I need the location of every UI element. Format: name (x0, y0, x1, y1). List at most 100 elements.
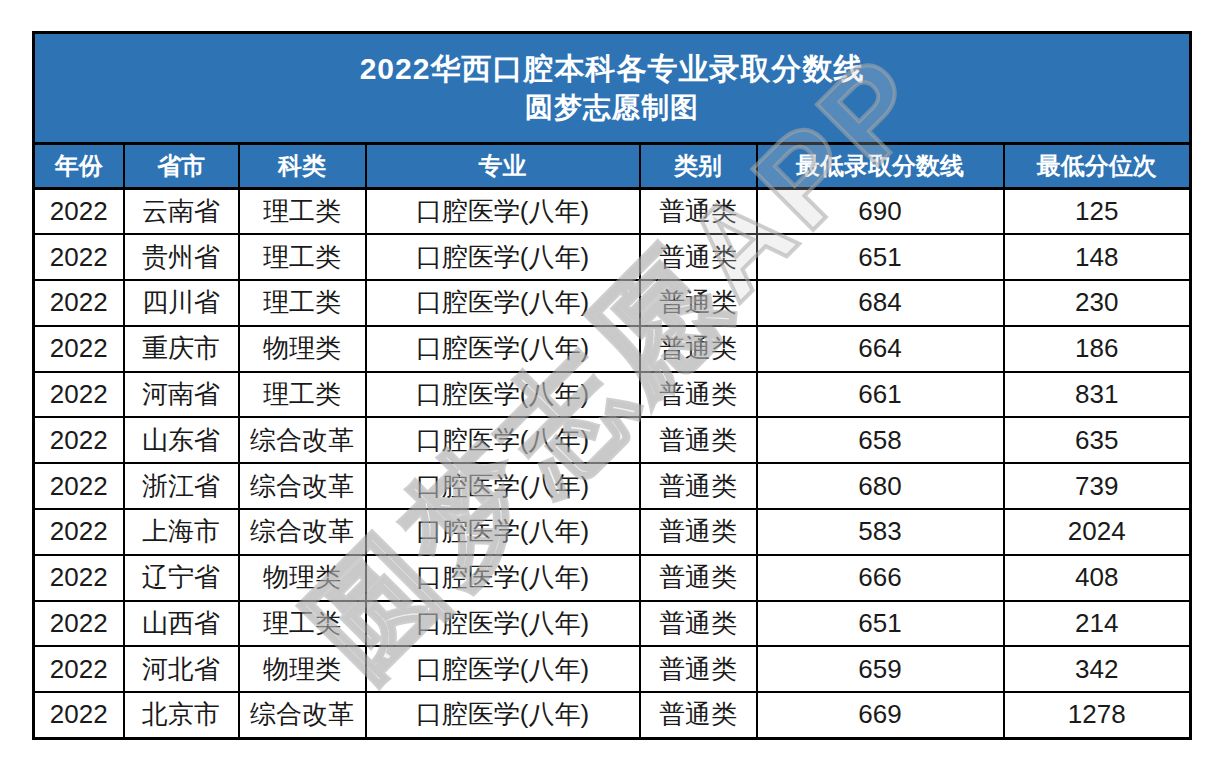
table-cell: 普通类 (640, 189, 757, 235)
table-cell: 综合改革 (239, 509, 366, 555)
table-row: 2022山东省综合改革口腔医学(八年)普通类658635 (34, 417, 1191, 463)
table-cell: 635 (1004, 417, 1191, 463)
table-cell: 河南省 (124, 372, 239, 418)
table-row: 2022云南省理工类口腔医学(八年)普通类690125 (34, 189, 1191, 235)
table-cell: 理工类 (239, 601, 366, 647)
table-cell: 普通类 (640, 234, 757, 280)
table-cell: 2022 (34, 601, 124, 647)
table-subtitle: 圆梦志愿制图 (35, 89, 1189, 127)
table-cell: 583 (757, 509, 1004, 555)
column-header: 省市 (124, 144, 239, 189)
table-cell: 理工类 (239, 372, 366, 418)
table-cell: 680 (757, 463, 1004, 509)
table-cell: 2022 (34, 326, 124, 372)
table-cell: 普通类 (640, 555, 757, 601)
table-cell: 2022 (34, 463, 124, 509)
table-row: 2022山西省理工类口腔医学(八年)普通类651214 (34, 601, 1191, 647)
table-cell: 186 (1004, 326, 1191, 372)
table-body: 2022云南省理工类口腔医学(八年)普通类6901252022贵州省理工类口腔医… (34, 189, 1191, 739)
table-cell: 综合改革 (239, 417, 366, 463)
table-title-cell: 2022华西口腔本科各专业录取分数线 圆梦志愿制图 (34, 33, 1191, 144)
table-cell: 上海市 (124, 509, 239, 555)
table-cell: 664 (757, 326, 1004, 372)
table-cell: 690 (757, 189, 1004, 235)
table-cell: 口腔医学(八年) (366, 601, 640, 647)
table-cell: 物理类 (239, 326, 366, 372)
column-header: 年份 (34, 144, 124, 189)
table-cell: 山西省 (124, 601, 239, 647)
page: 2022华西口腔本科各专业录取分数线 圆梦志愿制图 年份省市科类专业类别最低录取… (0, 0, 1219, 765)
table-cell: 口腔医学(八年) (366, 280, 640, 326)
table-cell: 普通类 (640, 692, 757, 738)
table-cell: 口腔医学(八年) (366, 372, 640, 418)
table-cell: 2022 (34, 234, 124, 280)
table-cell: 739 (1004, 463, 1191, 509)
table-cell: 口腔医学(八年) (366, 417, 640, 463)
table-row: 2022河北省物理类口腔医学(八年)普通类659342 (34, 646, 1191, 692)
table-cell: 口腔医学(八年) (366, 646, 640, 692)
table-cell: 148 (1004, 234, 1191, 280)
table-cell: 四川省 (124, 280, 239, 326)
table-cell: 651 (757, 601, 1004, 647)
table-cell: 普通类 (640, 372, 757, 418)
table-cell: 651 (757, 234, 1004, 280)
table-cell: 661 (757, 372, 1004, 418)
table-row: 2022辽宁省物理类口腔医学(八年)普通类666408 (34, 555, 1191, 601)
table-row: 2022上海市综合改革口腔医学(八年)普通类5832024 (34, 509, 1191, 555)
table-header-row: 年份省市科类专业类别最低录取分数线最低分位次 (34, 144, 1191, 189)
table-cell: 2022 (34, 509, 124, 555)
table-cell: 342 (1004, 646, 1191, 692)
table-cell: 口腔医学(八年) (366, 234, 640, 280)
table-cell: 重庆市 (124, 326, 239, 372)
table-cell: 2022 (34, 372, 124, 418)
table-cell: 2022 (34, 417, 124, 463)
table-cell: 口腔医学(八年) (366, 509, 640, 555)
table-cell: 物理类 (239, 555, 366, 601)
table-cell: 综合改革 (239, 463, 366, 509)
table-cell: 普通类 (640, 601, 757, 647)
table-cell: 贵州省 (124, 234, 239, 280)
table-cell: 831 (1004, 372, 1191, 418)
column-header: 类别 (640, 144, 757, 189)
table-cell: 684 (757, 280, 1004, 326)
table-cell: 山东省 (124, 417, 239, 463)
column-header: 专业 (366, 144, 640, 189)
table-cell: 理工类 (239, 280, 366, 326)
table-cell: 2022 (34, 555, 124, 601)
table-cell: 125 (1004, 189, 1191, 235)
table-cell: 辽宁省 (124, 555, 239, 601)
table-cell: 物理类 (239, 646, 366, 692)
table-cell: 口腔医学(八年) (366, 189, 640, 235)
table-cell: 口腔医学(八年) (366, 555, 640, 601)
table-cell: 浙江省 (124, 463, 239, 509)
table-cell: 口腔医学(八年) (366, 692, 640, 738)
table-cell: 408 (1004, 555, 1191, 601)
column-header: 科类 (239, 144, 366, 189)
table-cell: 普通类 (640, 463, 757, 509)
table-cell: 普通类 (640, 417, 757, 463)
table-cell: 云南省 (124, 189, 239, 235)
table-cell: 669 (757, 692, 1004, 738)
table-cell: 口腔医学(八年) (366, 463, 640, 509)
table-cell: 658 (757, 417, 1004, 463)
column-header: 最低录取分数线 (757, 144, 1004, 189)
table-title: 2022华西口腔本科各专业录取分数线 (35, 49, 1189, 89)
table-cell: 普通类 (640, 326, 757, 372)
table-cell: 普通类 (640, 646, 757, 692)
table-cell: 口腔医学(八年) (366, 326, 640, 372)
table-cell: 659 (757, 646, 1004, 692)
table-cell: 2022 (34, 189, 124, 235)
table-cell: 2024 (1004, 509, 1191, 555)
table-row: 2022浙江省综合改革口腔医学(八年)普通类680739 (34, 463, 1191, 509)
table-cell: 综合改革 (239, 692, 366, 738)
table-cell: 666 (757, 555, 1004, 601)
table-cell: 普通类 (640, 509, 757, 555)
table-cell: 230 (1004, 280, 1191, 326)
table-row: 2022河南省理工类口腔医学(八年)普通类661831 (34, 372, 1191, 418)
table-row: 2022重庆市物理类口腔医学(八年)普通类664186 (34, 326, 1191, 372)
table-cell: 理工类 (239, 234, 366, 280)
score-table: 2022华西口腔本科各专业录取分数线 圆梦志愿制图 年份省市科类专业类别最低录取… (32, 31, 1192, 740)
table-row: 2022北京市综合改革口腔医学(八年)普通类6691278 (34, 692, 1191, 738)
table-cell: 河北省 (124, 646, 239, 692)
column-header: 最低分位次 (1004, 144, 1191, 189)
